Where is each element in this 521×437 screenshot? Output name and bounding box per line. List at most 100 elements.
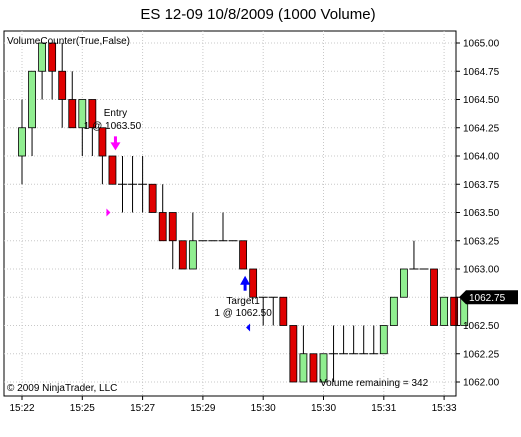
target-price-label: 1 @ 1062.50 bbox=[214, 308, 272, 319]
volume-remaining-label: Volume remaining = 342 bbox=[320, 378, 429, 389]
candle-body-down bbox=[430, 268, 438, 326]
candle bbox=[158, 184, 167, 242]
candle-body-up bbox=[78, 99, 87, 129]
candle bbox=[98, 127, 107, 185]
candle-body-up bbox=[389, 296, 398, 326]
candle-body-up bbox=[28, 70, 36, 129]
x-tick-label: 15:31 bbox=[371, 403, 396, 414]
target-label: Target1 bbox=[226, 296, 260, 307]
candle-body-down bbox=[309, 353, 318, 383]
candle-body-down bbox=[108, 155, 117, 185]
candle bbox=[258, 296, 268, 326]
candle bbox=[138, 156, 148, 213]
candle bbox=[148, 183, 157, 213]
entry-arrow-head bbox=[110, 142, 121, 151]
candle-body-down bbox=[289, 325, 298, 383]
candle bbox=[178, 240, 187, 270]
candle-body-up bbox=[188, 240, 197, 270]
candle-body-down bbox=[279, 296, 288, 326]
candle bbox=[299, 325, 308, 383]
candle bbox=[268, 296, 278, 326]
y-tick-label: 1063.75 bbox=[463, 180, 500, 191]
copyright-label: © 2009 NinjaTrader, LLC bbox=[7, 383, 117, 394]
candle-body-up bbox=[399, 268, 408, 298]
x-tick-label: 15:30 bbox=[311, 403, 336, 414]
y-axis: 1065.00 1064.75 1064.50 1064.25 1064.00 1063.… bbox=[456, 39, 500, 389]
entry-price-label: 1 @ 1063.50 bbox=[84, 121, 142, 132]
candle bbox=[168, 212, 177, 269]
entry-annotation: Entry 1 @ 1063.50 bbox=[84, 108, 142, 217]
x-tick-label: 15:22 bbox=[9, 403, 34, 414]
last-price-label: 1062.75 bbox=[469, 293, 506, 304]
candle-body-down bbox=[88, 99, 97, 129]
target-arrow-shaft bbox=[243, 283, 247, 291]
candle-body-up bbox=[319, 353, 328, 383]
candle-body-up bbox=[38, 42, 46, 72]
candle bbox=[38, 42, 46, 100]
chart-title: ES 12-09 10/8/2009 (1000 Volume) bbox=[140, 6, 375, 23]
candle bbox=[188, 212, 197, 270]
x-tick-label: 15:25 bbox=[70, 403, 95, 414]
candles bbox=[18, 42, 469, 383]
x-tick-label: 15:33 bbox=[432, 403, 457, 414]
candle-body-down bbox=[58, 70, 67, 100]
candle bbox=[399, 268, 408, 298]
candle bbox=[309, 353, 318, 383]
candle bbox=[28, 70, 36, 156]
last-price-box bbox=[459, 290, 518, 305]
x-tick-label: 15:30 bbox=[251, 403, 276, 414]
y-tick-label: 1064.25 bbox=[463, 123, 500, 134]
y-tick-label: 1063.00 bbox=[463, 265, 500, 276]
candle bbox=[108, 155, 117, 185]
candle bbox=[218, 212, 228, 242]
y-tick-label: 1064.00 bbox=[463, 152, 500, 163]
candle-body-down bbox=[158, 212, 167, 242]
grid bbox=[4, 31, 456, 396]
y-tick-label: 1064.50 bbox=[463, 95, 500, 106]
candle bbox=[339, 325, 349, 355]
y-tick-label: 1062.25 bbox=[463, 349, 500, 360]
candle bbox=[18, 99, 26, 185]
candle-body-up bbox=[299, 353, 308, 383]
candle-body-up bbox=[440, 296, 449, 326]
candle bbox=[239, 240, 248, 270]
candle-body-down bbox=[168, 212, 177, 242]
target-arrow-head bbox=[240, 275, 251, 285]
candle bbox=[48, 42, 57, 100]
candle bbox=[279, 296, 288, 326]
target-fill-marker bbox=[246, 323, 251, 332]
y-tick-label: 1064.75 bbox=[463, 67, 500, 78]
last-price-marker: 1062.75 bbox=[459, 290, 518, 305]
candle-body-down bbox=[450, 296, 459, 326]
candle bbox=[88, 99, 97, 156]
x-tick-label: 15:27 bbox=[130, 403, 155, 414]
x-axis: 15:22 15:25 15:27 15:29 15:30 15:30 15:31 15:33 bbox=[9, 396, 457, 414]
candle-body-down bbox=[148, 183, 157, 213]
candle bbox=[68, 71, 77, 129]
entry-fill-marker bbox=[106, 208, 111, 217]
candle-body-up bbox=[379, 325, 388, 355]
candle-body-down bbox=[249, 268, 258, 298]
candle bbox=[369, 325, 379, 355]
candle-body-down bbox=[98, 127, 107, 157]
candle bbox=[379, 325, 388, 355]
y-tick-label: 1063.25 bbox=[463, 236, 500, 247]
candle bbox=[349, 325, 359, 355]
candle bbox=[78, 99, 87, 156]
candle-body-down bbox=[48, 42, 57, 72]
candle-body-down bbox=[68, 99, 77, 129]
indicator-label: VolumeCounter(True,False) bbox=[7, 36, 130, 47]
candle bbox=[289, 325, 298, 383]
candle-body-down bbox=[239, 240, 248, 270]
candle bbox=[58, 43, 67, 128]
candle bbox=[440, 296, 449, 326]
candle bbox=[389, 296, 398, 326]
candle bbox=[409, 240, 419, 270]
entry-arrow-shaft bbox=[113, 136, 117, 144]
candle bbox=[249, 268, 258, 298]
candle bbox=[118, 156, 127, 213]
